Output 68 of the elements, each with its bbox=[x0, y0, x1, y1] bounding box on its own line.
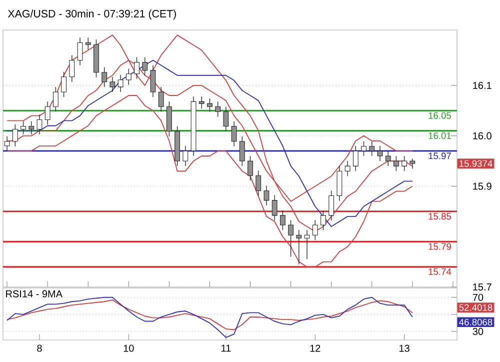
candlestick bbox=[207, 98, 212, 112]
candlestick bbox=[328, 190, 334, 221]
candlestick bbox=[20, 120, 26, 135]
candlestick bbox=[264, 185, 270, 206]
text: 46.8068 bbox=[459, 318, 492, 326]
x-tick-label: 12 bbox=[310, 344, 320, 352]
ref-line-label: 15.85 bbox=[428, 213, 451, 220]
text: 52.4018 bbox=[459, 304, 492, 311]
candlestick bbox=[410, 158, 416, 169]
candlestick bbox=[150, 64, 156, 98]
candlestick bbox=[393, 156, 399, 172]
candlestick bbox=[53, 86, 58, 112]
candlestick bbox=[134, 56, 140, 80]
candlestick bbox=[272, 194, 278, 221]
candlestick bbox=[377, 146, 383, 162]
candlestick bbox=[142, 56, 148, 76]
candlestick bbox=[77, 37, 83, 66]
x-tick-label: 13 bbox=[399, 344, 410, 352]
x-tick-label: 11 bbox=[222, 344, 231, 352]
ref-line-label: 16.01 bbox=[428, 132, 451, 139]
y-tick-label: 70 bbox=[472, 294, 484, 301]
candlestick bbox=[385, 150, 391, 166]
candlestick bbox=[223, 106, 229, 132]
candlestick bbox=[4, 136, 10, 152]
candlestick bbox=[110, 76, 116, 92]
y-tick-label: 15.9 bbox=[473, 182, 492, 190]
candlestick bbox=[102, 66, 108, 88]
y-tick-label: 30 bbox=[472, 328, 484, 336]
candlestick bbox=[361, 141, 366, 156]
candlestick bbox=[296, 230, 302, 265]
ref-line-label: 15.74 bbox=[428, 268, 452, 275]
candlestick bbox=[85, 37, 91, 50]
candlestick bbox=[288, 220, 294, 258]
candlestick bbox=[231, 120, 237, 147]
candlestick bbox=[344, 160, 350, 176]
candlestick bbox=[402, 156, 408, 172]
candlestick bbox=[44, 101, 50, 126]
candlestick bbox=[352, 146, 358, 172]
candlestick bbox=[61, 72, 67, 98]
candlestick bbox=[118, 74, 124, 92]
candlestick bbox=[248, 156, 253, 182]
ref-line-label: 15.79 bbox=[428, 243, 451, 250]
candlestick bbox=[12, 124, 18, 147]
chart-title: XAG/USD - 30min - 07:39:21 (CET) bbox=[8, 10, 176, 20]
candlestick bbox=[312, 220, 318, 240]
candlestick bbox=[69, 54, 75, 82]
y-tick-label: 15.7 bbox=[473, 284, 492, 290]
candlestick bbox=[369, 141, 375, 156]
ref-line-label: 15.97 bbox=[428, 152, 451, 160]
y-tick-label: 16.0 bbox=[473, 132, 492, 140]
candlestick bbox=[182, 146, 188, 166]
y-tick-label: 16.1 bbox=[473, 82, 492, 89]
candlestick bbox=[304, 230, 310, 260]
chart-title: RSI14 - 9MA bbox=[6, 290, 62, 298]
text: 15.9374 bbox=[460, 160, 492, 167]
candlestick bbox=[198, 96, 204, 109]
candlestick bbox=[320, 210, 326, 230]
ref-line-label: 16.05 bbox=[428, 112, 451, 119]
x-tick-label: 10 bbox=[124, 344, 134, 352]
candlestick bbox=[158, 86, 164, 112]
candlestick bbox=[239, 136, 245, 166]
candlestick bbox=[256, 170, 262, 196]
candlestick bbox=[215, 101, 221, 118]
candlestick bbox=[28, 120, 34, 135]
x-tick-label: 8 bbox=[37, 344, 42, 352]
candlestick bbox=[36, 114, 42, 135]
candlestick bbox=[126, 68, 132, 86]
candlestick bbox=[280, 210, 286, 230]
